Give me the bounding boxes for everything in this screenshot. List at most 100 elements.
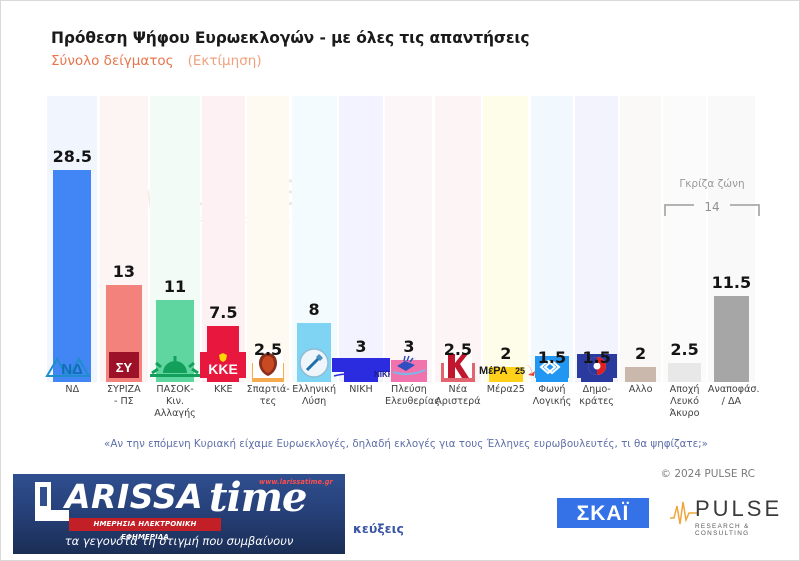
bar-column: 2 [619,96,662,382]
x-axis-label-line: Δημο- [582,384,611,395]
x-axis-label: ΣΥΡΙΖΑ - ΠΣ [99,384,149,420]
larissa-banner-text: ΗΜΕΡΗΣΙΑ ΗΛΕΚΤΡΟΝΙΚΗ ΕΦΗΜΕΡΙΔΑ [93,520,197,541]
column-background [339,96,383,382]
bar-column: 1.5 [530,96,575,382]
larissatime-wordmark: ARISSA time www.larissatime.gr [13,474,345,524]
bar-value-label: 2.5 [670,340,699,360]
spartiates-logo [252,350,283,382]
x-axis-labels: ΝΔ ΣΥΡΙΖΑ - ΠΣ ΠΑΣΟΚ-Κιν. Αλλαγής ΚΚΕ Σπαρτιά-… [46,384,760,420]
svg-text:ΝΔ: ΝΔ [61,361,83,378]
grey-zone-bracket-icon [664,204,760,216]
x-axis-label-line: ΠΑΣΟΚ-Κιν. [156,384,194,407]
x-axis-label: ΝΔ [46,384,99,420]
bar-value-label: 28.5 [52,147,93,166]
bar-value-label: 2 [635,344,647,364]
x-axis-label-line: ΚΚΕ [213,384,233,395]
elliniki-lysi-logo [299,348,329,382]
copyright-text: © 2024 PULSE RC [660,468,755,480]
column-background [575,96,618,382]
obscured-background-text: κεύξεις [353,521,404,536]
larissa-banner: ΗΜΕΡΗΣΙΑ ΗΛΕΚΤΡΟΝΙΚΗ ΕΦΗΜΕΡΙΔΑ [69,518,221,541]
bar[interactable] [713,296,750,382]
x-axis-label-line: ΝΔ [65,384,80,395]
x-axis-label: ΚΚΕ [201,384,246,420]
bar[interactable] [150,300,200,382]
subtitle-sample: Σύνολο δείγματος [51,53,174,69]
subtitle-estimation: (Εκτίμηση) [187,53,262,69]
x-axis-label-line: ΝΙΚΗ [349,384,373,395]
bar-column: 8 [290,96,338,382]
pulse-logo-name: PULSE [695,496,783,521]
bar-column: 2.5 [434,96,482,382]
column-background [530,96,574,382]
larissa-time-word: time [209,474,307,521]
larissa-name: ARISSA [65,477,204,516]
x-axis-label-line: Λύση [301,396,327,407]
x-axis-label-line: Πλεύση [390,384,427,395]
x-axis-label-line: - ΠΣ [113,396,134,407]
grey-zone-value: 14 [704,200,720,214]
bar-column: 3 [384,96,434,382]
pasok-logo [148,354,202,382]
bar-value-label: 3 [403,336,415,356]
pulse-logo[interactable]: PULSE RESEARCH & CONSULTING [670,496,793,537]
bar[interactable]: ΚΚΕ [200,326,247,382]
bar[interactable]: ΝΙΚΗ [331,358,394,382]
x-axis-label: Αλλο [619,384,662,420]
x-axis-label: Φωνή Λογικής [530,384,575,420]
bar-column: 2 ΜέΡΑ 25 [479,96,535,382]
bar[interactable]: ΣΥ [105,285,142,382]
x-axis-label: Μέρα25 [482,384,530,420]
svg-text:25: 25 [515,366,525,376]
bar[interactable] [251,350,285,382]
bar[interactable] [440,350,476,382]
bar[interactable]: ΜέΡΑ 25 [479,364,535,382]
bar-column: 7.5 ΚΚΕ [200,96,247,382]
bar[interactable] [576,354,617,382]
chart-plot-area: PULSE RESEARCH & CONSULTING 28.5ΝΔ13ΣΥ11… [45,96,756,382]
column-background [483,96,529,382]
kke-logo: ΚΚΕ [200,352,247,382]
niki-logo: ΝΙΚΗ [331,358,394,382]
x-axis-label: ΠΑΣΟΚ-Κιν. Αλλαγής [149,384,201,420]
bar-column: 1.5 [574,96,619,382]
chart-subtitle: Σύνολο δείγματος (Εκτίμηση) [51,53,771,69]
x-axis-label: Σπαρτιά-τες [246,384,291,420]
x-axis-label-line: Νέα [448,384,468,395]
x-axis-label-line: Αναποφάσ. [707,384,760,395]
syriza-logo: ΣΥ [108,352,139,382]
x-axis-label-line: Αλλαγής [154,408,196,419]
bar[interactable] [668,363,701,382]
svg-text:ΚΚΕ: ΚΚΕ [209,361,239,377]
bar[interactable] [296,322,332,382]
bar[interactable] [534,356,569,382]
bar-value-label: 7.5 [209,303,238,323]
x-axis-label-line: Λογικής [532,396,572,407]
x-axis-label: Ελληνική Λύση [290,384,338,420]
x-axis-label-line: τες [259,396,277,407]
x-axis-label-line: κράτες [579,396,614,407]
bar[interactable] [625,367,657,382]
bar-value-label: 2 [500,344,512,364]
x-axis-label: Αναποφάσ. / ΔΑ [707,384,760,420]
larissatime-logo[interactable]: ARISSA time www.larissatime.gr ΗΜΕΡΗΣΙΑ … [13,474,345,554]
x-axis-label: ΝΙΚΗ [338,384,384,420]
x-axis-label-line: Μέρα25 [486,384,525,395]
bar[interactable] [390,355,427,382]
skai-logo[interactable]: ΣΚΑΪ [557,498,649,528]
x-axis-label-line: Ελευθερίας [385,396,440,407]
column-background [246,96,290,382]
x-axis-label-line: ΣΥΡΙΖΑ [107,384,141,395]
svg-text:ΣΥ: ΣΥ [116,360,133,375]
bar[interactable]: ΝΔ [45,170,92,382]
x-axis-label: Πλεύση Ελευθερίας [384,384,440,420]
x-axis-label-line: Άκυρο [669,408,700,419]
bar-value-label: 11.5 [711,273,752,293]
svg-text:ΜέΡΑ: ΜέΡΑ [479,365,508,377]
x-axis-label-line: Ελληνική [292,384,337,395]
x-axis-label-line: Φωνή [538,384,566,395]
x-axis-label-line: Σπαρτιά- [246,384,290,395]
larissa-l-icon [35,482,69,521]
bar-value-label: 2.5 [443,340,473,360]
